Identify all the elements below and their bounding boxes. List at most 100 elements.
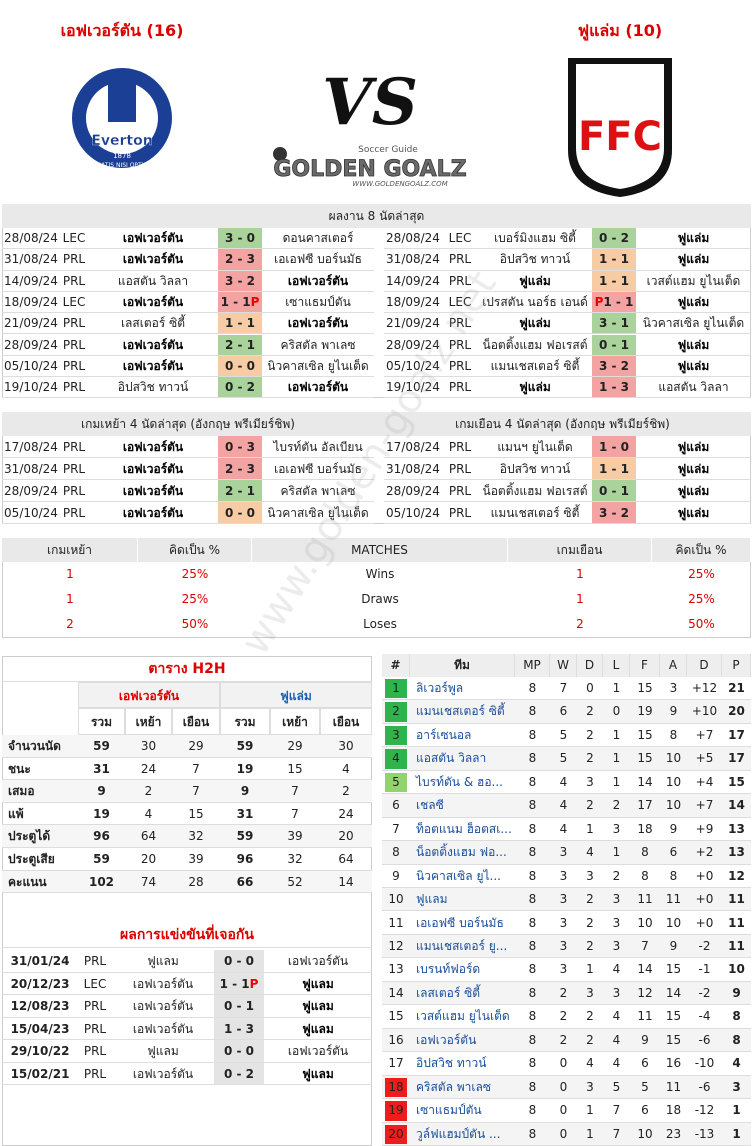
standings-row xyxy=(382,934,751,959)
h2h-cell: 9 xyxy=(78,780,125,803)
away: นิวคาสเซิล ยูไนเต็ด xyxy=(262,356,374,378)
date: 28/09/24 xyxy=(2,335,60,356)
brand-name: GOLDEN GOALZ xyxy=(273,157,466,182)
away: ฟูแล่ม xyxy=(636,228,751,250)
comp: PRL xyxy=(442,313,478,335)
standings-cell: 8 xyxy=(528,845,537,860)
standings-cell: 14 xyxy=(728,798,745,813)
section-title: ผลงาน 8 นัดล่าสุด xyxy=(2,204,751,228)
score-text: 0 - 0 xyxy=(223,1044,255,1058)
standings-cell: 3 xyxy=(732,1079,741,1094)
date: 28/09/24 xyxy=(384,335,442,356)
home: เอฟเวอร์ตัน xyxy=(112,1018,214,1040)
standings-cell: 2 xyxy=(586,751,594,766)
date: 05/10/24 xyxy=(384,356,442,378)
summary-cell: 2 xyxy=(576,617,584,631)
score-text: 2 - 3 xyxy=(224,252,256,267)
standings-cell: 13 xyxy=(728,845,745,860)
standings-cell: 15 xyxy=(728,774,745,789)
standings-cell: 3 xyxy=(612,938,621,953)
h2h-cell: 74 xyxy=(125,870,172,894)
comp: PRL xyxy=(442,480,478,502)
away: ฟูแลม xyxy=(264,973,372,995)
standings-header: W xyxy=(550,654,577,677)
standings-cell: 1 xyxy=(612,774,621,789)
standings-cell: 9 xyxy=(732,985,741,1000)
standings-cell: +4 xyxy=(695,774,714,789)
standings-cell: 8 xyxy=(528,1056,537,1071)
standings-cell: 0 xyxy=(612,704,621,719)
standings-cell: 13 xyxy=(728,821,745,836)
standings-cell: 23 xyxy=(665,1126,682,1141)
away: เอเอฟซี บอร์นมัธ xyxy=(262,458,374,480)
home: อิปสวิช ทาวน์ xyxy=(478,249,592,271)
date: 12/08/23 xyxy=(2,995,78,1018)
score-text: 3 - 2 xyxy=(598,358,630,373)
comp: PRL xyxy=(60,436,88,458)
standings-row xyxy=(382,1099,751,1123)
score: 1 - 1 xyxy=(592,458,636,480)
date: 17/08/24 xyxy=(2,436,60,458)
standings-cell: 4 xyxy=(732,1056,741,1071)
home: น็อตติ้งแฮม ฟอเรสต์ xyxy=(478,480,592,502)
standings-cell: เลสเตอร์ ซิตี้ xyxy=(416,985,481,1000)
standings-cell: 11 xyxy=(665,892,682,907)
standings-cell: ฟูแลม xyxy=(416,892,448,907)
score: 0 - 1 xyxy=(592,334,636,356)
score-text: 1 - 0 xyxy=(598,440,630,454)
date: 14/09/24 xyxy=(2,271,60,292)
home: เอฟเวอร์ตัน xyxy=(88,502,218,524)
standings-cell: 4 xyxy=(559,821,568,836)
away: ฟูแล่ม xyxy=(636,458,751,480)
row-label: ชนะ xyxy=(2,758,78,781)
summary-cell: 1 xyxy=(66,592,74,606)
standings-cell: 3 xyxy=(559,845,568,860)
comp: LEC xyxy=(442,228,478,250)
standings-cell: 4 xyxy=(559,774,568,789)
score-text: 1 - 3 xyxy=(598,380,630,395)
standings-cell: 8 xyxy=(528,892,537,907)
standings-cell: 8 xyxy=(528,1009,537,1024)
standings-row xyxy=(382,864,751,889)
comp: PRL xyxy=(60,313,88,335)
comp: PRL xyxy=(78,950,112,973)
h2h-cell: 102 xyxy=(78,870,125,894)
standings-cell: 15 xyxy=(665,1032,682,1047)
standings-cell: 8 xyxy=(528,704,537,719)
h2h-cell: 52 xyxy=(270,870,320,894)
comp: PRL xyxy=(78,1040,112,1063)
sub-header: เหย้า xyxy=(125,708,172,735)
score: 0 - 0 xyxy=(214,950,264,973)
standings-cell: 11 xyxy=(728,892,745,907)
standings-header: P xyxy=(722,654,751,677)
home: เอฟเวอร์ตัน xyxy=(88,458,218,480)
position-badge: 4 xyxy=(385,749,407,769)
standings-cell: 0 xyxy=(559,1079,568,1094)
away: คริสตัล พาเลซ xyxy=(262,480,374,502)
standings-row xyxy=(382,1122,751,1146)
away: ฟูแลม xyxy=(264,1063,372,1085)
score-text: 0 - 2 xyxy=(224,380,256,395)
standings-header: A xyxy=(660,654,687,677)
home: เอฟเวอร์ตัน xyxy=(112,995,214,1018)
home: เบอร์มิงแฮม ซิตี้ xyxy=(478,228,592,250)
position-badge: 11 xyxy=(388,915,404,930)
standings-cell: คริสตัล พาเลซ xyxy=(416,1079,492,1094)
h2h-cell: 30 xyxy=(320,735,372,758)
comp: PRL xyxy=(60,335,88,356)
standings-cell: แมนเชสเตอร์ ยู... xyxy=(416,938,508,953)
standings-cell: 9 xyxy=(669,938,678,953)
summary-cell: 2 xyxy=(66,617,74,631)
standings-cell: 3 xyxy=(559,938,568,953)
position-badge: 18 xyxy=(385,1077,407,1098)
score-text: 0 - 2 xyxy=(598,231,630,245)
standings-cell: +5 xyxy=(695,751,714,766)
summary-cell: 1 xyxy=(576,567,584,581)
standings-cell: 2 xyxy=(586,1032,594,1047)
standings-header: D xyxy=(577,654,603,677)
summary-header: เกมเหย้า xyxy=(2,538,138,562)
comp: LEC xyxy=(442,292,478,314)
standings-cell: 2 xyxy=(559,1009,568,1024)
brand-tagline: Soccer Guide xyxy=(358,145,418,155)
standings-cell: +7 xyxy=(695,798,714,813)
